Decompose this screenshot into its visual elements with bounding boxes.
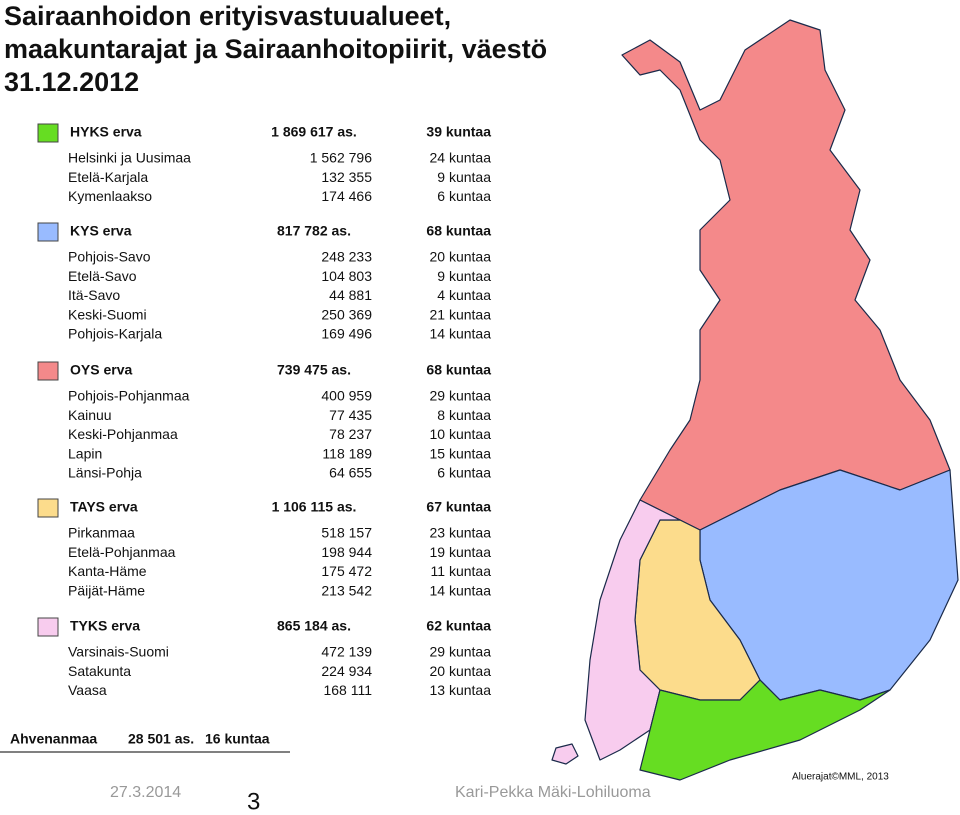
district-population: 77 435 <box>329 407 372 423</box>
district-name: Etelä-Karjala <box>68 169 148 185</box>
district-municipalities: 10 kuntaa <box>430 426 492 442</box>
title: Sairaanhoidon erityisvastuualueet, <box>4 1 451 31</box>
district-population: 472 139 <box>321 644 372 660</box>
region-hyks <box>639 679 891 781</box>
district-population: 78 237 <box>329 426 372 442</box>
group-name: KYS erva <box>70 223 132 239</box>
district-name: Lapin <box>68 445 102 461</box>
district-municipalities: 9 kuntaa <box>437 169 491 185</box>
group-population: 739 475 as. <box>277 362 351 378</box>
district-municipalities: 14 kuntaa <box>430 582 492 598</box>
group-municipalities: 39 kuntaa <box>426 124 491 140</box>
district-name: Varsinais-Suomi <box>68 644 169 660</box>
aland-municipalities: 16 kuntaa <box>205 731 270 747</box>
district-name: Pohjois-Karjala <box>68 326 162 342</box>
district-name: Helsinki ja Uusimaa <box>68 150 191 166</box>
legend-swatch <box>37 123 59 143</box>
district-municipalities: 11 kuntaa <box>431 563 492 579</box>
district-population: 250 369 <box>321 306 372 322</box>
district-municipalities: 6 kuntaa <box>437 188 491 204</box>
group-municipalities: 68 kuntaa <box>426 362 491 378</box>
district-municipalities: 14 kuntaa <box>430 326 492 342</box>
district-name: Etelä-Savo <box>68 268 137 284</box>
footer-author: Kari-Pekka Mäki-Lohiluoma <box>455 784 651 801</box>
group-population: 1 869 617 as. <box>271 124 357 140</box>
district-municipalities: 20 kuntaa <box>430 249 492 265</box>
group-name: OYS erva <box>70 362 132 378</box>
district-population: 224 934 <box>321 663 372 679</box>
district-municipalities: 24 kuntaa <box>430 150 492 166</box>
district-municipalities: 4 kuntaa <box>437 287 491 303</box>
district-name: Kymenlaakso <box>68 188 152 204</box>
title: 31.12.2012 <box>4 67 139 97</box>
title: maakuntarajat ja Sairaanhoitopiirit, väe… <box>4 34 547 64</box>
group-name: HYKS erva <box>70 124 142 140</box>
district-population: 518 157 <box>321 525 372 541</box>
district-population: 198 944 <box>321 544 372 560</box>
group-population: 1 106 115 as. <box>272 499 357 515</box>
legend-swatch <box>37 498 59 518</box>
footer-credit: Aluerajat©MML, 2013 <box>792 772 889 783</box>
district-municipalities: 19 kuntaa <box>430 544 492 560</box>
district-name: Keski-Pohjanmaa <box>68 426 178 442</box>
district-name: Etelä-Pohjanmaa <box>68 544 176 560</box>
district-name: Itä-Savo <box>68 287 120 303</box>
district-name: Pohjois-Savo <box>68 249 151 265</box>
district-population: 174 466 <box>321 188 372 204</box>
district-name: Pohjois-Pohjanmaa <box>68 388 190 404</box>
district-name: Länsi-Pohja <box>68 465 142 481</box>
district-municipalities: 20 kuntaa <box>430 663 492 679</box>
district-municipalities: 8 kuntaa <box>437 407 491 423</box>
district-population: 118 189 <box>322 445 372 461</box>
district-name: Kainuu <box>68 407 112 423</box>
district-name: Vaasa <box>68 682 107 698</box>
group-population: 817 782 as. <box>277 223 351 239</box>
aland-name: Ahvenanmaa <box>10 731 97 747</box>
district-name: Päijät-Häme <box>68 582 145 598</box>
district-population: 104 803 <box>321 268 372 284</box>
group-municipalities: 67 kuntaa <box>426 499 491 515</box>
district-population: 132 355 <box>321 169 372 185</box>
group-population: 865 184 as. <box>277 618 351 634</box>
district-municipalities: 23 kuntaa <box>430 525 492 541</box>
group-municipalities: 62 kuntaa <box>426 618 491 634</box>
footer-date: 27.3.2014 <box>110 784 181 801</box>
group-name: TAYS erva <box>70 499 138 515</box>
group-name: TYKS erva <box>70 618 140 634</box>
district-municipalities: 21 kuntaa <box>430 306 492 322</box>
district-population: 400 959 <box>321 388 372 404</box>
district-population: 168 111 <box>323 682 372 698</box>
district-municipalities: 29 kuntaa <box>430 644 492 660</box>
map <box>551 19 959 781</box>
district-population: 248 233 <box>321 249 372 265</box>
region-oys <box>621 19 951 531</box>
district-municipalities: 13 kuntaa <box>430 682 492 698</box>
district-municipalities: 9 kuntaa <box>437 268 491 284</box>
page-number: 3 <box>247 788 260 815</box>
district-population: 64 655 <box>329 465 372 481</box>
district-name: Keski-Suomi <box>68 306 147 322</box>
legend-swatch <box>37 222 59 242</box>
region-aland <box>551 743 579 765</box>
district-population: 169 496 <box>321 326 372 342</box>
legend-swatch <box>37 361 59 381</box>
district-population: 213 542 <box>321 582 372 598</box>
district-name: Kanta-Häme <box>68 563 147 579</box>
district-population: 1 562 796 <box>310 150 372 166</box>
district-population: 175 472 <box>321 563 372 579</box>
legend-swatch <box>37 617 59 637</box>
aland-population: 28 501 as. <box>128 731 194 747</box>
district-municipalities: 6 kuntaa <box>437 465 491 481</box>
group-municipalities: 68 kuntaa <box>426 223 491 239</box>
district-municipalities: 15 kuntaa <box>430 445 492 461</box>
district-population: 44 881 <box>329 287 372 303</box>
district-name: Satakunta <box>68 663 131 679</box>
district-municipalities: 29 kuntaa <box>430 388 492 404</box>
district-name: Pirkanmaa <box>68 525 135 541</box>
